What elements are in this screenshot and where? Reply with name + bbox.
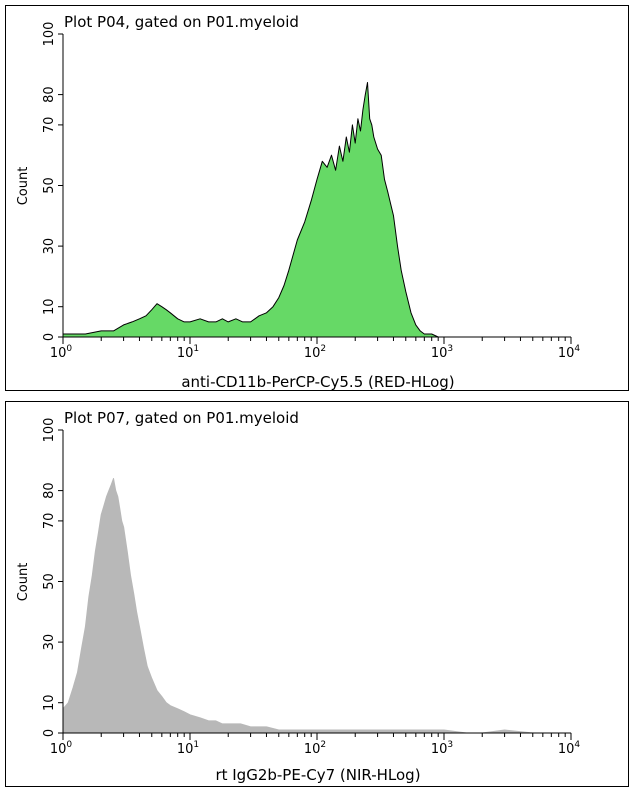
y-tick-label: 30 — [42, 238, 57, 255]
x-tick-label: 104 — [558, 740, 581, 757]
chart-title: Plot P07, gated on P01.myeloid — [64, 409, 299, 427]
x-tick-label: 103 — [431, 344, 453, 361]
y-tick-label: 80 — [42, 86, 57, 103]
histogram-svg-p04: Plot P04, gated on P01.myeloid Count 010… — [16, 13, 581, 391]
chart-title: Plot P04, gated on P01.myeloid — [64, 13, 299, 31]
x-axis: 100 101 102 103 104 — [50, 733, 581, 757]
y-tick-label: 30 — [42, 634, 57, 651]
y-tick-label: 10 — [42, 694, 57, 711]
histogram-area — [62, 82, 445, 338]
histogram-area — [62, 478, 572, 734]
y-tick-label: 0 — [42, 333, 57, 341]
y-tick-label: 70 — [42, 513, 57, 530]
x-axis-label: rt IgG2b-PE-Cy7 (NIR-HLog) — [215, 766, 420, 784]
y-tick-label: 50 — [42, 177, 57, 194]
x-tick-label: 100 — [50, 740, 73, 757]
y-axis: 0 10 30 50 70 80 100 — [42, 22, 63, 341]
y-tick-label: 100 — [42, 418, 57, 443]
x-tick-label: 101 — [177, 344, 199, 361]
x-tick-label: 101 — [177, 740, 199, 757]
y-axis-label: Count — [16, 167, 31, 206]
y-tick-label: 80 — [42, 482, 57, 499]
x-tick-label: 102 — [304, 740, 326, 757]
y-tick-label: 0 — [42, 729, 57, 737]
histogram-panel-p07: Plot P07, gated on P01.myeloid Count 0 10… — [5, 401, 629, 787]
x-tick-label: 103 — [431, 740, 453, 757]
y-axis-label: Count — [16, 563, 31, 602]
y-tick-label: 100 — [42, 22, 57, 47]
y-tick-label: 10 — [42, 298, 57, 315]
y-axis: 0 10 30 50 70 80 100 — [42, 418, 63, 737]
histogram-panel-p04: Plot P04, gated on P01.myeloid Count 0 10… — [5, 5, 629, 391]
histogram-svg-p07: Plot P07, gated on P01.myeloid Count 010… — [16, 409, 581, 784]
y-tick-label: 70 — [42, 117, 57, 134]
x-tick-label: 102 — [304, 344, 326, 361]
x-tick-label: 104 — [558, 344, 581, 361]
x-axis: 100 101 102 103 104 — [50, 337, 581, 361]
y-tick-label: 50 — [42, 573, 57, 590]
x-axis-label: anti-CD11b-PerCP-Cy5.5 (RED-HLog) — [181, 373, 454, 391]
series-area — [62, 478, 572, 734]
x-tick-label: 100 — [50, 344, 73, 361]
series-area — [62, 82, 445, 338]
